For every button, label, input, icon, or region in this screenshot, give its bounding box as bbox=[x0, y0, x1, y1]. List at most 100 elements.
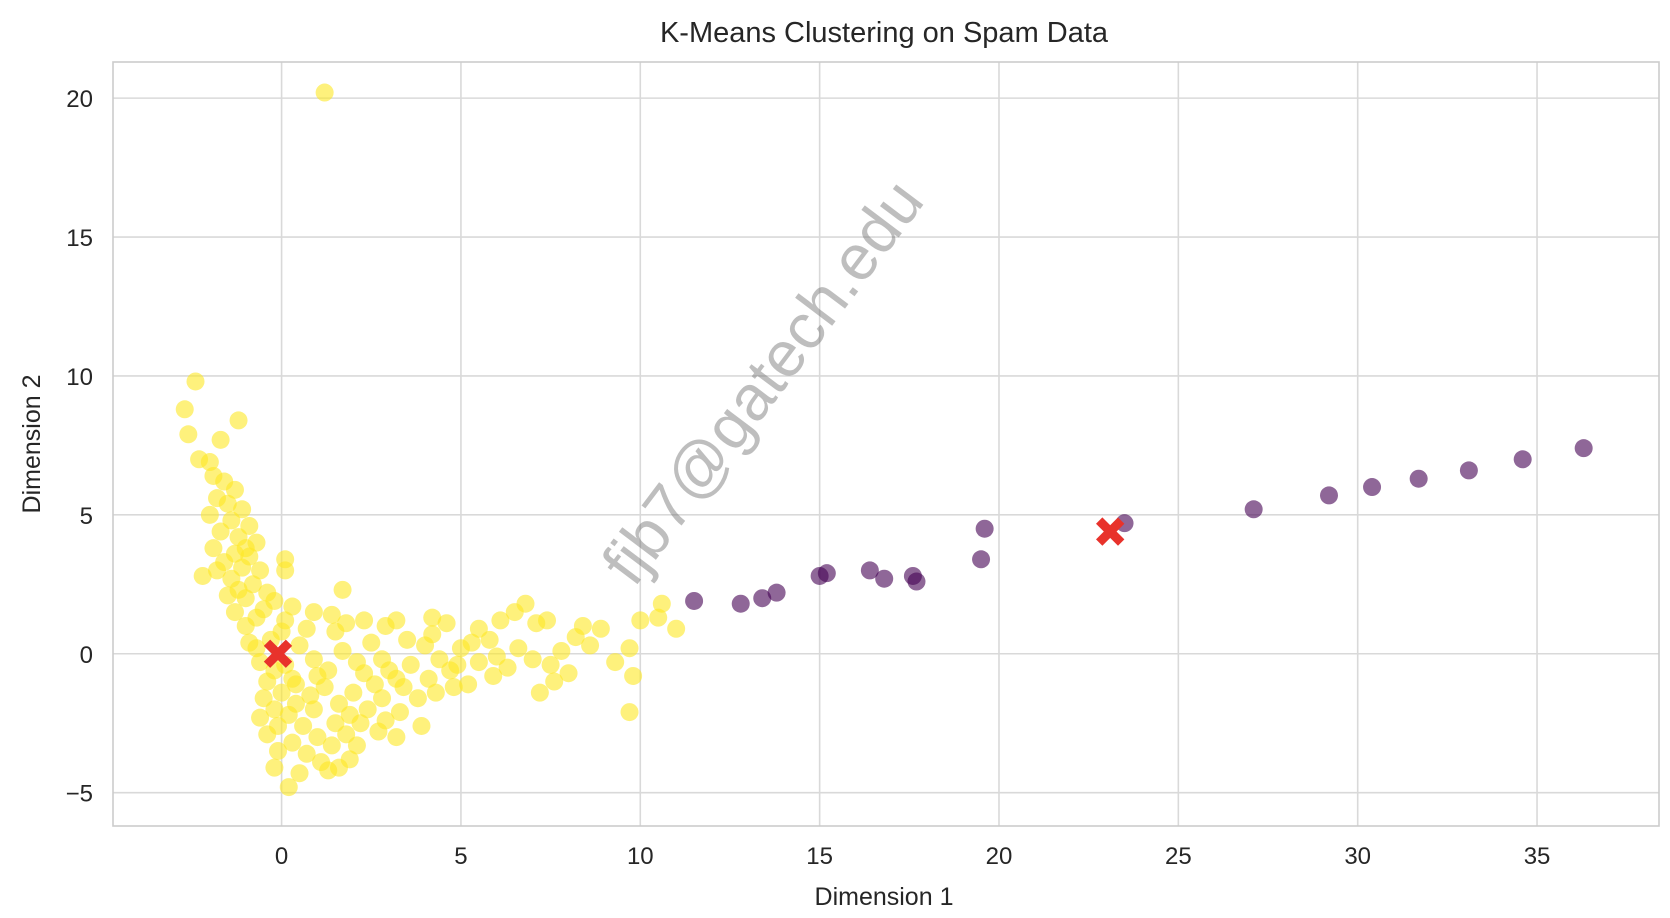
cluster-1-point bbox=[552, 641, 571, 660]
cluster-1-point bbox=[333, 580, 352, 599]
cluster-1-point bbox=[448, 655, 467, 674]
cluster-1-point bbox=[326, 714, 345, 733]
cluster-1-point bbox=[469, 653, 488, 672]
cluster-1-point bbox=[591, 619, 610, 638]
x-tick-label: 5 bbox=[454, 843, 467, 870]
cluster-0-point bbox=[875, 569, 894, 588]
cluster-1-point bbox=[319, 761, 338, 780]
y-tick-label: 0 bbox=[80, 642, 93, 669]
cluster-1-point bbox=[276, 561, 295, 580]
cluster-0-point bbox=[975, 519, 994, 538]
cluster-1-point bbox=[279, 778, 298, 797]
cluster-1-point bbox=[294, 716, 313, 735]
cluster-1-point bbox=[240, 516, 259, 535]
cluster-1-point bbox=[620, 703, 639, 722]
cluster-1-point bbox=[254, 689, 273, 708]
cluster-1-point bbox=[304, 700, 323, 719]
cluster-1-point bbox=[272, 683, 291, 702]
cluster-1-point bbox=[419, 669, 438, 688]
centroid-marker bbox=[1096, 517, 1125, 546]
x-tick-label: 15 bbox=[806, 843, 833, 870]
cluster-1-point bbox=[337, 725, 356, 744]
cluster-1-point bbox=[566, 628, 585, 647]
cluster-1-point bbox=[358, 700, 377, 719]
cluster-0-point bbox=[731, 594, 750, 613]
cluster-1-point bbox=[208, 561, 227, 580]
cluster-1-point bbox=[211, 430, 230, 449]
x-axis-label: Dimension 1 bbox=[815, 883, 954, 911]
cluster-1-point bbox=[355, 611, 374, 630]
cluster-1-point bbox=[283, 669, 302, 688]
cluster-1-point bbox=[301, 686, 320, 705]
cluster-1-point bbox=[408, 689, 427, 708]
cluster-1-point bbox=[667, 619, 686, 638]
cluster-1-point bbox=[559, 664, 578, 683]
cluster-1-point bbox=[423, 608, 442, 627]
cluster-0-point bbox=[1409, 469, 1428, 488]
cluster-1-point bbox=[254, 600, 273, 619]
cluster-0-point bbox=[1363, 478, 1382, 497]
cluster-1-point bbox=[233, 500, 252, 519]
cluster-1-point bbox=[491, 611, 510, 630]
cluster-1-point bbox=[624, 666, 643, 685]
cluster-1-point bbox=[430, 650, 449, 669]
cluster-1-point bbox=[251, 653, 270, 672]
y-axis-label: Dimension 2 bbox=[18, 375, 46, 514]
cluster-1-point bbox=[523, 650, 542, 669]
cluster-1-point bbox=[541, 655, 560, 674]
cluster-1-point bbox=[362, 633, 381, 652]
cluster-1-point bbox=[236, 589, 255, 608]
cluster-1-point bbox=[265, 758, 284, 777]
cluster-1-point bbox=[283, 733, 302, 752]
cluster-1-point bbox=[193, 566, 212, 585]
cluster-1-point bbox=[355, 664, 374, 683]
cluster-0-point bbox=[972, 550, 991, 569]
x-tick-label: 0 bbox=[275, 843, 288, 870]
cluster-1-point bbox=[233, 558, 252, 577]
x-tick-label: 10 bbox=[627, 843, 654, 870]
cluster-0-point bbox=[1574, 439, 1593, 458]
cluster-1-point bbox=[265, 700, 284, 719]
cluster-0-point bbox=[685, 591, 704, 610]
cluster-1-point bbox=[373, 689, 392, 708]
cluster-1-point bbox=[269, 741, 288, 760]
cluster-1-point bbox=[340, 705, 359, 724]
x-tick-label: 30 bbox=[1344, 843, 1371, 870]
cluster-1-point bbox=[347, 736, 366, 755]
cluster-1-point bbox=[236, 539, 255, 558]
cluster-0-point bbox=[1244, 500, 1263, 519]
x-tick-label: 20 bbox=[986, 843, 1013, 870]
cluster-1-point bbox=[401, 655, 420, 674]
cluster-0-point bbox=[860, 561, 879, 580]
cluster-1-point bbox=[247, 639, 266, 658]
cluster-1-point bbox=[498, 658, 517, 677]
cluster-1-point bbox=[365, 675, 384, 694]
cluster-1-point bbox=[340, 750, 359, 769]
cluster-1-point bbox=[304, 650, 323, 669]
y-tick-label: 20 bbox=[66, 86, 93, 113]
data-points bbox=[175, 83, 1593, 797]
cluster-0-point bbox=[1459, 461, 1478, 480]
cluster-1-point bbox=[304, 603, 323, 622]
cluster-0-point bbox=[753, 589, 772, 608]
cluster-1-point bbox=[437, 614, 456, 633]
cluster-1-point bbox=[225, 480, 244, 499]
cluster-1-point bbox=[200, 505, 219, 524]
cluster-1-point bbox=[606, 653, 625, 672]
cluster-1-point bbox=[272, 622, 291, 641]
cluster-1-point bbox=[322, 605, 341, 624]
cluster-1-point bbox=[308, 728, 327, 747]
cluster-1-point bbox=[290, 764, 309, 783]
cluster-0-point bbox=[1513, 450, 1532, 469]
cluster-1-point bbox=[380, 661, 399, 680]
cluster-1-point bbox=[251, 561, 270, 580]
centroid-markers bbox=[263, 517, 1125, 668]
cluster-1-point bbox=[423, 625, 442, 644]
cluster-1-point bbox=[269, 716, 288, 735]
cluster-1-point bbox=[290, 636, 309, 655]
x-tick-label: 35 bbox=[1524, 843, 1551, 870]
cluster-1-point bbox=[545, 672, 564, 691]
cluster-1-point bbox=[179, 425, 198, 444]
cluster-1-point bbox=[286, 694, 305, 713]
